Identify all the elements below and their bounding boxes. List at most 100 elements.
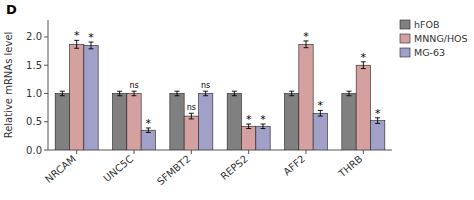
bar <box>141 130 155 150</box>
y-tick <box>44 65 48 66</box>
error-cap <box>232 91 237 92</box>
bar <box>170 93 184 150</box>
chart-container: 0.00.51.01.52.0NRCAMUNC5CSFMBT2REPS2AFF2… <box>0 0 474 200</box>
error-stem <box>349 91 350 96</box>
x-axis-line <box>48 150 392 151</box>
error-cap <box>361 68 366 69</box>
x-tick <box>134 150 135 154</box>
y-axis-label: Relative mRNAs level <box>3 32 14 139</box>
y-tick-label: 0.0 <box>26 145 42 156</box>
error-bar <box>289 91 294 96</box>
x-tick <box>363 150 364 154</box>
bar <box>127 93 141 150</box>
error-stem <box>234 91 235 96</box>
bar <box>227 93 241 150</box>
x-tick-label: NRCAM <box>43 153 78 185</box>
bar <box>55 93 69 150</box>
error-bar <box>132 91 137 96</box>
x-tick-label: REPS2 <box>218 153 250 182</box>
x-tick <box>306 150 307 154</box>
error-cap <box>289 91 294 92</box>
error-bar <box>117 91 122 96</box>
annotation: * <box>361 51 367 64</box>
error-cap <box>261 128 266 129</box>
annotation: ns <box>129 81 138 90</box>
error-cap <box>347 95 352 96</box>
bar <box>84 45 98 150</box>
bar <box>313 113 327 150</box>
x-tick-label: SFMBT2 <box>155 153 193 187</box>
error-stem <box>291 91 292 96</box>
legend: hFOB MNNG/HOS MG-63 <box>400 19 468 58</box>
error-cap <box>175 91 180 92</box>
annotation: * <box>246 113 252 126</box>
error-cap <box>347 91 352 92</box>
legend-swatch <box>400 48 410 57</box>
x-tick-label: UNC5C <box>101 153 135 184</box>
legend-swatch <box>400 34 410 43</box>
error-bar <box>203 91 208 96</box>
error-bar <box>232 91 237 96</box>
error-cap <box>89 48 94 49</box>
x-tick-label: AFF2 <box>281 153 307 177</box>
error-stem <box>62 91 63 96</box>
y-tick <box>44 93 48 94</box>
x-tick-label: THRB <box>336 153 365 180</box>
axes: 0.00.51.01.52.0NRCAMUNC5CSFMBT2REPS2AFF2… <box>26 20 392 187</box>
error-cap <box>117 95 122 96</box>
error-bar <box>189 113 194 119</box>
legend-label: hFOB <box>414 19 439 30</box>
error-stem <box>134 91 135 96</box>
error-cap <box>246 128 251 129</box>
legend-swatch <box>400 20 410 29</box>
bar <box>113 93 127 150</box>
y-axis-line <box>48 20 49 150</box>
error-cap <box>117 91 122 92</box>
annotation: * <box>260 113 266 126</box>
error-cap <box>74 48 79 49</box>
y-tick <box>44 150 48 151</box>
error-cap <box>318 116 323 117</box>
legend-label: MG-63 <box>414 47 445 58</box>
y-tick-label: 1.0 <box>26 88 42 99</box>
annotation: * <box>88 31 94 44</box>
chart-svg: 0.00.51.01.52.0NRCAMUNC5CSFMBT2REPS2AFF2… <box>0 0 474 200</box>
error-cap <box>60 95 65 96</box>
error-cap <box>60 91 65 92</box>
error-cap <box>304 47 309 48</box>
x-tick <box>248 150 249 154</box>
y-tick-label: 0.5 <box>26 116 42 127</box>
error-stem <box>119 91 120 96</box>
plot-marks <box>55 40 385 150</box>
x-tick <box>76 150 77 154</box>
error-cap <box>375 123 380 124</box>
bar <box>285 93 299 150</box>
annotation: * <box>375 107 381 120</box>
error-cap <box>289 95 294 96</box>
error-stem <box>205 91 206 96</box>
y-tick-label: 2.0 <box>26 31 42 42</box>
annotation: ns <box>201 81 210 90</box>
legend-label: MNNG/HOS <box>414 33 468 44</box>
error-bar <box>347 91 352 96</box>
error-cap <box>146 132 151 133</box>
error-stem <box>191 113 192 119</box>
bar <box>199 93 213 150</box>
y-tick <box>44 36 48 37</box>
annotations: *nsns*****ns*** <box>74 29 381 130</box>
bar <box>184 116 198 150</box>
error-cap <box>175 95 180 96</box>
y-tick <box>44 121 48 122</box>
error-cap <box>203 91 208 92</box>
bar <box>242 126 256 150</box>
error-cap <box>203 95 208 96</box>
error-cap <box>189 113 194 114</box>
annotation: * <box>74 29 80 42</box>
error-cap <box>132 95 137 96</box>
bar <box>342 93 356 150</box>
bar <box>70 44 84 150</box>
error-cap <box>132 91 137 92</box>
annotation: * <box>303 30 309 43</box>
bar <box>256 126 270 150</box>
error-cap <box>232 95 237 96</box>
